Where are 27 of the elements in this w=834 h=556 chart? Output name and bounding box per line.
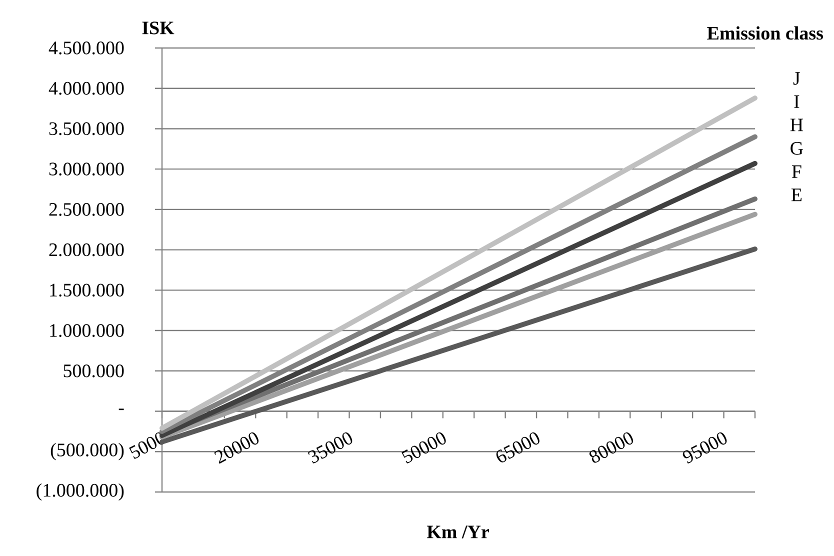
text: E: [791, 188, 802, 202]
y-tick-label: 3.500.000: [49, 122, 124, 136]
x-tick-label: 35000: [308, 432, 352, 464]
y-tick-label: 1.000.000: [50, 324, 124, 337]
y-tick-label: 3.000.000: [49, 162, 124, 176]
y-tick-label: 2.000.000: [49, 243, 124, 256]
x-axis-title: Km /Yr: [426, 526, 489, 538]
x-tick-label: 80000: [589, 432, 634, 463]
y-axis-title: ISK: [142, 22, 174, 34]
y-tick-label: (500.000): [50, 443, 124, 460]
x-tick-label: 95000: [682, 432, 727, 464]
text: I: [794, 95, 800, 108]
text: F: [792, 165, 802, 178]
y-tick-label: 1.500.000: [50, 284, 124, 297]
text: H: [790, 118, 804, 132]
y-tick-label: 4.500.000: [48, 42, 124, 54]
x-tick-label: 50000: [402, 432, 446, 464]
x-tick-label: 65000: [496, 432, 540, 462]
x-tick-label: 20000: [214, 432, 259, 464]
text: G: [790, 142, 803, 155]
text: J: [793, 72, 800, 85]
y-tick-label: (1.000.000): [36, 483, 124, 501]
y-tick-label: 4.000.000: [48, 82, 124, 95]
y-tick-label: -: [118, 408, 124, 410]
legend-title: Emission class: [707, 26, 824, 40]
y-tick-label: 2.500.000: [49, 202, 124, 216]
y-tick-label: 500.000: [64, 364, 124, 378]
